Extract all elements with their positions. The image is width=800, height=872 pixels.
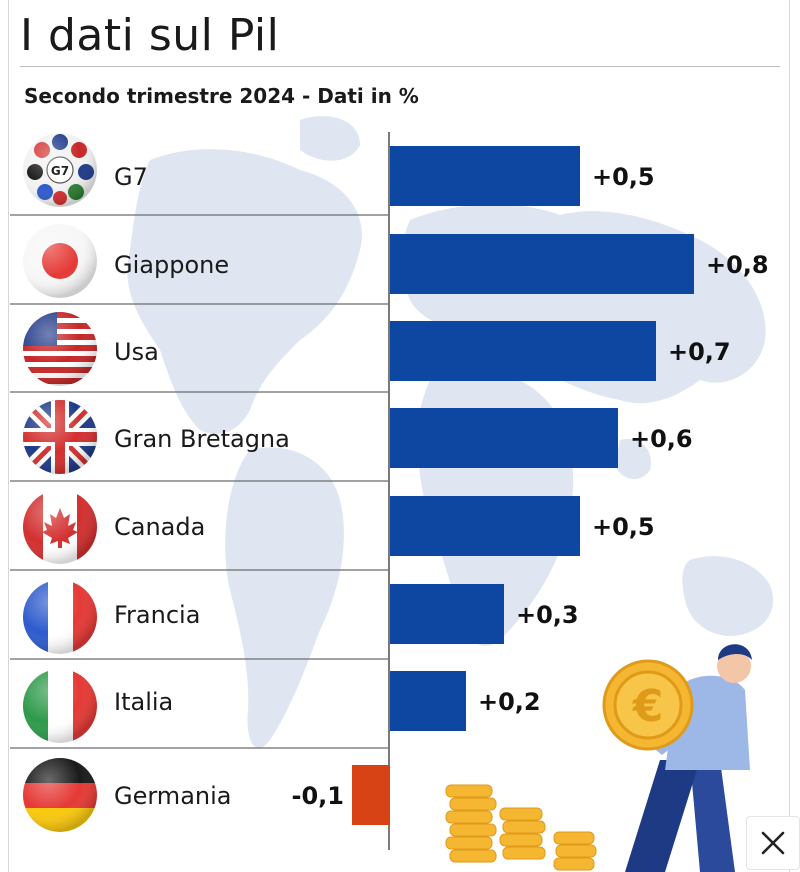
value-label: +0,5 <box>592 163 655 191</box>
germany-flag-icon <box>23 758 97 832</box>
bar <box>390 671 466 731</box>
chart-frame <box>8 0 790 872</box>
category-label: Giappone <box>114 251 229 279</box>
bar <box>390 408 618 468</box>
category-label: Germania <box>114 782 231 810</box>
category-label: Usa <box>114 338 159 366</box>
value-label: +0,2 <box>478 688 541 716</box>
category-label: Gran Bretagna <box>114 425 290 453</box>
bar <box>390 146 580 206</box>
bar <box>352 765 390 825</box>
category-labels: G7 Giappone Usa Gran Bretagna Canada Francia I… <box>114 163 290 810</box>
value-labels: +0,5 +0,8 +0,7 +0,6 +0,5 +0,3 +0,2 -0,1 <box>292 163 769 810</box>
g7-badge-text: G7 <box>51 164 69 178</box>
category-label: Canada <box>114 513 205 541</box>
bars <box>352 146 694 825</box>
bar <box>390 496 580 556</box>
chart-title: I dati sul Pil <box>20 10 280 61</box>
category-label: G7 <box>114 163 148 191</box>
svg-text:€: € <box>632 681 664 732</box>
close-icon <box>761 831 785 855</box>
value-label: +0,3 <box>516 601 579 629</box>
close-button[interactable] <box>746 816 800 870</box>
usa-flag-icon <box>23 312 97 386</box>
value-label: +0,7 <box>668 338 731 366</box>
canada-flag-icon <box>23 490 97 564</box>
title-divider <box>20 66 780 67</box>
bar <box>390 584 504 644</box>
category-label: Francia <box>114 601 200 629</box>
bar <box>390 234 694 294</box>
value-label: +0,5 <box>592 513 655 541</box>
japan-flag-icon <box>23 224 97 298</box>
italy-flag-icon <box>23 669 97 743</box>
category-label: Italia <box>114 688 173 716</box>
chart-subtitle: Secondo trimestre 2024 - Dati in % <box>24 84 419 108</box>
person-with-euro-coin-illustration: € <box>602 644 752 872</box>
coin-stacks-illustration <box>445 784 597 871</box>
france-flag-icon <box>23 580 97 654</box>
row-dividers <box>10 214 388 749</box>
value-label: +0,8 <box>706 251 769 279</box>
bar <box>390 321 656 381</box>
value-label: +0,6 <box>630 425 693 453</box>
value-label: -0,1 <box>292 782 344 810</box>
uk-flag-icon <box>23 400 97 474</box>
g7-flags-icon <box>23 133 97 207</box>
